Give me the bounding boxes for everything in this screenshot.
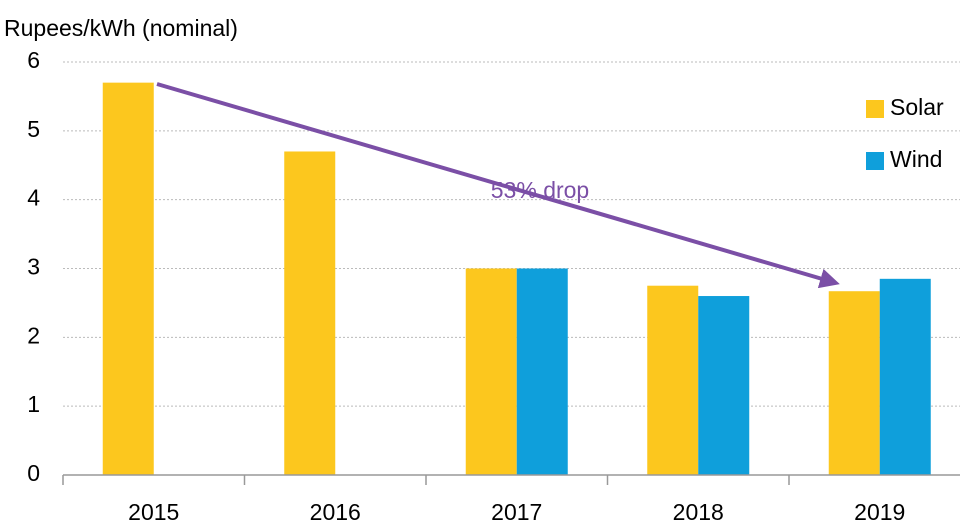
bar <box>102 82 154 476</box>
legend-label: Solar <box>890 94 944 120</box>
x-tick-label: 2019 <box>854 499 905 524</box>
y-axis-label: Rupees/kWh (nominal) <box>4 15 238 41</box>
y-tick-label: 2 <box>27 322 40 348</box>
y-tick-label: 4 <box>27 185 40 211</box>
y-tick-label: 5 <box>27 116 40 142</box>
bar <box>284 151 336 475</box>
x-tick-label: 2016 <box>310 499 361 524</box>
bar <box>647 285 699 475</box>
y-tick-label: 3 <box>27 254 40 280</box>
legend-swatch <box>866 100 884 118</box>
x-tick-label: 2015 <box>128 499 179 524</box>
legend-label: Wind <box>890 146 942 172</box>
bars <box>102 82 931 476</box>
x-tick-label: 2018 <box>673 499 724 524</box>
x-tick-label: 2017 <box>491 499 542 524</box>
annotation: 53% drop <box>491 177 589 203</box>
bar <box>879 278 931 475</box>
trend-arrow <box>156 82 840 289</box>
legend-swatch <box>866 152 884 170</box>
bar <box>828 291 880 475</box>
y-tick-label: 6 <box>27 47 40 73</box>
y-tick-label: 0 <box>27 460 40 486</box>
bar <box>698 296 750 475</box>
bar <box>516 268 568 475</box>
bar <box>465 268 517 475</box>
y-tick-label: 1 <box>27 391 40 417</box>
